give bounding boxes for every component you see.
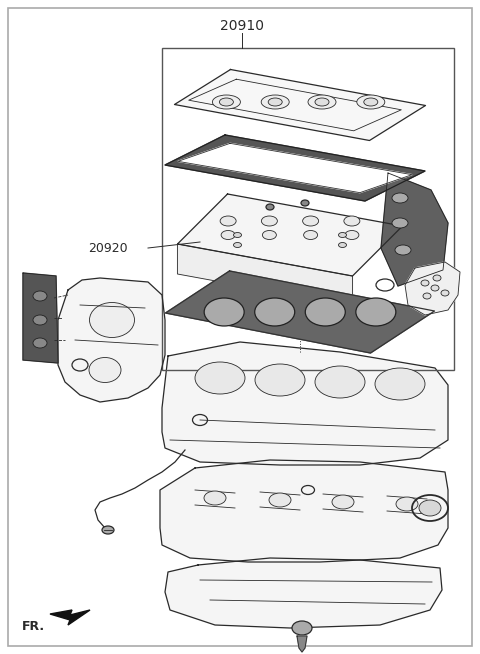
Ellipse shape bbox=[292, 621, 312, 635]
Ellipse shape bbox=[315, 98, 329, 106]
Ellipse shape bbox=[315, 366, 365, 398]
Bar bbox=[162, 48, 454, 370]
Ellipse shape bbox=[301, 200, 309, 206]
Polygon shape bbox=[165, 558, 442, 628]
Ellipse shape bbox=[338, 233, 347, 237]
Ellipse shape bbox=[233, 233, 241, 237]
Text: 20910: 20910 bbox=[220, 19, 264, 33]
Polygon shape bbox=[381, 173, 448, 286]
Ellipse shape bbox=[269, 493, 291, 507]
Ellipse shape bbox=[345, 230, 359, 239]
Ellipse shape bbox=[233, 243, 241, 247]
Ellipse shape bbox=[255, 364, 305, 396]
Polygon shape bbox=[23, 273, 58, 363]
Ellipse shape bbox=[423, 293, 431, 299]
Ellipse shape bbox=[212, 95, 240, 109]
Polygon shape bbox=[297, 636, 307, 652]
Ellipse shape bbox=[268, 98, 282, 106]
Polygon shape bbox=[405, 262, 460, 315]
Ellipse shape bbox=[89, 358, 121, 383]
Polygon shape bbox=[160, 460, 448, 562]
Ellipse shape bbox=[338, 243, 347, 247]
Ellipse shape bbox=[261, 95, 289, 109]
Ellipse shape bbox=[302, 216, 319, 226]
Ellipse shape bbox=[431, 285, 439, 291]
Ellipse shape bbox=[89, 303, 134, 337]
Polygon shape bbox=[50, 610, 90, 625]
Ellipse shape bbox=[332, 495, 354, 509]
Ellipse shape bbox=[33, 291, 47, 301]
Polygon shape bbox=[178, 143, 412, 193]
Ellipse shape bbox=[364, 98, 378, 106]
Text: 20920: 20920 bbox=[88, 241, 128, 254]
Ellipse shape bbox=[395, 245, 411, 255]
Ellipse shape bbox=[392, 218, 408, 228]
Ellipse shape bbox=[304, 230, 318, 239]
Ellipse shape bbox=[221, 230, 235, 239]
Ellipse shape bbox=[308, 95, 336, 109]
Ellipse shape bbox=[204, 491, 226, 505]
Ellipse shape bbox=[344, 216, 360, 226]
Ellipse shape bbox=[441, 290, 449, 296]
Ellipse shape bbox=[263, 230, 276, 239]
Ellipse shape bbox=[356, 298, 396, 326]
Polygon shape bbox=[162, 342, 448, 465]
Polygon shape bbox=[166, 271, 434, 353]
Ellipse shape bbox=[357, 95, 385, 109]
Ellipse shape bbox=[219, 98, 233, 106]
Polygon shape bbox=[178, 194, 403, 276]
Ellipse shape bbox=[419, 500, 441, 516]
Polygon shape bbox=[178, 244, 352, 306]
Ellipse shape bbox=[33, 338, 47, 348]
Ellipse shape bbox=[421, 280, 429, 286]
Polygon shape bbox=[175, 69, 425, 141]
Ellipse shape bbox=[102, 526, 114, 534]
Ellipse shape bbox=[195, 362, 245, 394]
Ellipse shape bbox=[255, 298, 295, 326]
Ellipse shape bbox=[262, 216, 277, 226]
Ellipse shape bbox=[266, 204, 274, 210]
Ellipse shape bbox=[396, 497, 418, 511]
Ellipse shape bbox=[375, 368, 425, 400]
Ellipse shape bbox=[204, 298, 244, 326]
Ellipse shape bbox=[220, 216, 236, 226]
Ellipse shape bbox=[392, 193, 408, 203]
Polygon shape bbox=[165, 135, 425, 201]
Polygon shape bbox=[58, 278, 165, 402]
Ellipse shape bbox=[305, 298, 345, 326]
Ellipse shape bbox=[33, 315, 47, 325]
Ellipse shape bbox=[433, 275, 441, 281]
Text: FR.: FR. bbox=[22, 619, 45, 632]
